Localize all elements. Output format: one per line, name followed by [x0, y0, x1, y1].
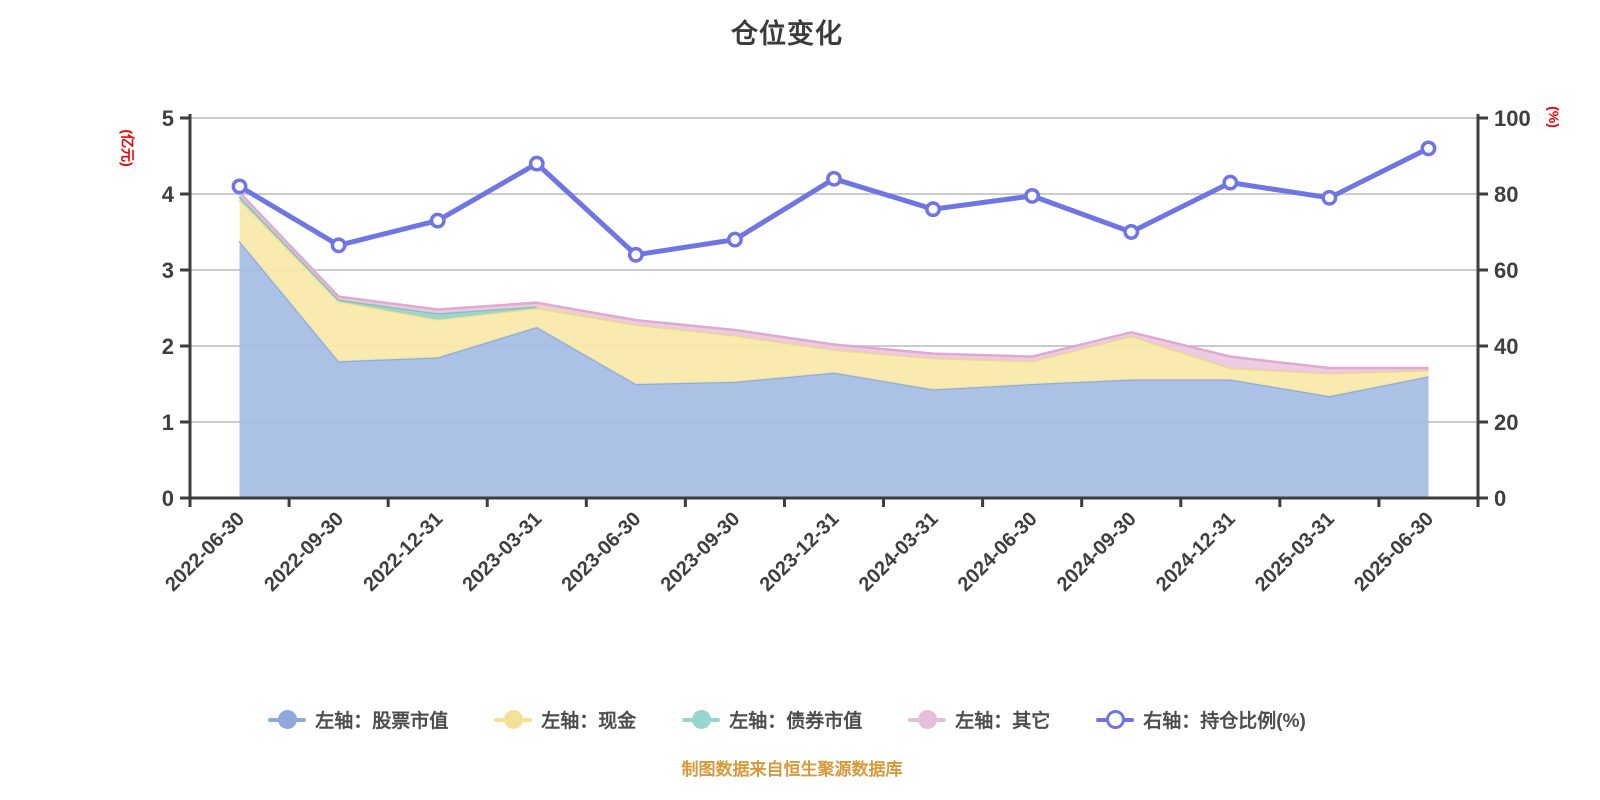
svg-text:2022-12-31: 2022-12-31: [359, 508, 447, 596]
bond-series-marker-icon: [682, 710, 721, 730]
legend-item-position-ratio[interactable]: 右轴：持仓比例(%): [1096, 706, 1306, 733]
svg-text:5: 5: [162, 106, 174, 131]
legend-item-cash[interactable]: 左轴：现金: [494, 706, 636, 733]
svg-text:2023-12-31: 2023-12-31: [756, 508, 844, 596]
svg-text:0: 0: [162, 486, 174, 511]
svg-text:2025-03-31: 2025-03-31: [1251, 508, 1339, 596]
svg-text:0: 0: [1494, 486, 1506, 511]
svg-text:2022-06-30: 2022-06-30: [161, 508, 249, 596]
svg-text:2022-09-30: 2022-09-30: [260, 508, 348, 596]
chart-legend: 左轴：股票市值 左轴：现金 左轴：债券市值 左轴：其它 右轴：持仓比例(%): [0, 706, 1574, 733]
legend-label: 右轴：持仓比例(%): [1143, 711, 1306, 732]
legend-label: 左轴：股票市值: [315, 711, 449, 732]
svg-text:60: 60: [1494, 258, 1518, 283]
legend-item-bond[interactable]: 左轴：债券市值: [682, 706, 862, 733]
svg-text:1: 1: [162, 410, 174, 435]
chart-title: 仓位变化: [731, 19, 843, 49]
legend-label: 左轴：现金: [541, 711, 637, 732]
other-series-marker-icon: [908, 710, 947, 730]
svg-text:2023-06-30: 2023-06-30: [557, 508, 645, 596]
data-source-note: 制图数据来自恒生聚源数据库: [681, 760, 903, 779]
svg-text:2025-06-30: 2025-06-30: [1350, 508, 1438, 596]
legend-item-stock[interactable]: 左轴：股票市值: [268, 706, 448, 733]
svg-text:100: 100: [1494, 106, 1531, 131]
svg-text:20: 20: [1494, 410, 1518, 435]
ratio-series-marker-icon: [1096, 710, 1135, 730]
cash-series-marker-icon: [494, 710, 533, 730]
legend-label: 左轴：债券市值: [729, 711, 863, 732]
svg-text:3: 3: [162, 258, 174, 283]
svg-text:2024-12-31: 2024-12-31: [1152, 508, 1240, 596]
stock-series-marker-icon: [268, 710, 307, 730]
legend-label: 左轴：其它: [955, 711, 1051, 732]
svg-text:2024-06-30: 2024-06-30: [954, 508, 1042, 596]
svg-text:2: 2: [162, 334, 174, 359]
svg-text:40: 40: [1494, 334, 1518, 359]
svg-text:4: 4: [162, 182, 175, 207]
svg-text:2023-03-31: 2023-03-31: [458, 508, 546, 596]
svg-text:80: 80: [1494, 182, 1518, 207]
svg-text:2024-03-31: 2024-03-31: [855, 508, 943, 596]
legend-item-other[interactable]: 左轴：其它: [908, 706, 1050, 733]
svg-text:2024-09-30: 2024-09-30: [1053, 508, 1141, 596]
svg-text:2023-09-30: 2023-09-30: [657, 508, 745, 596]
